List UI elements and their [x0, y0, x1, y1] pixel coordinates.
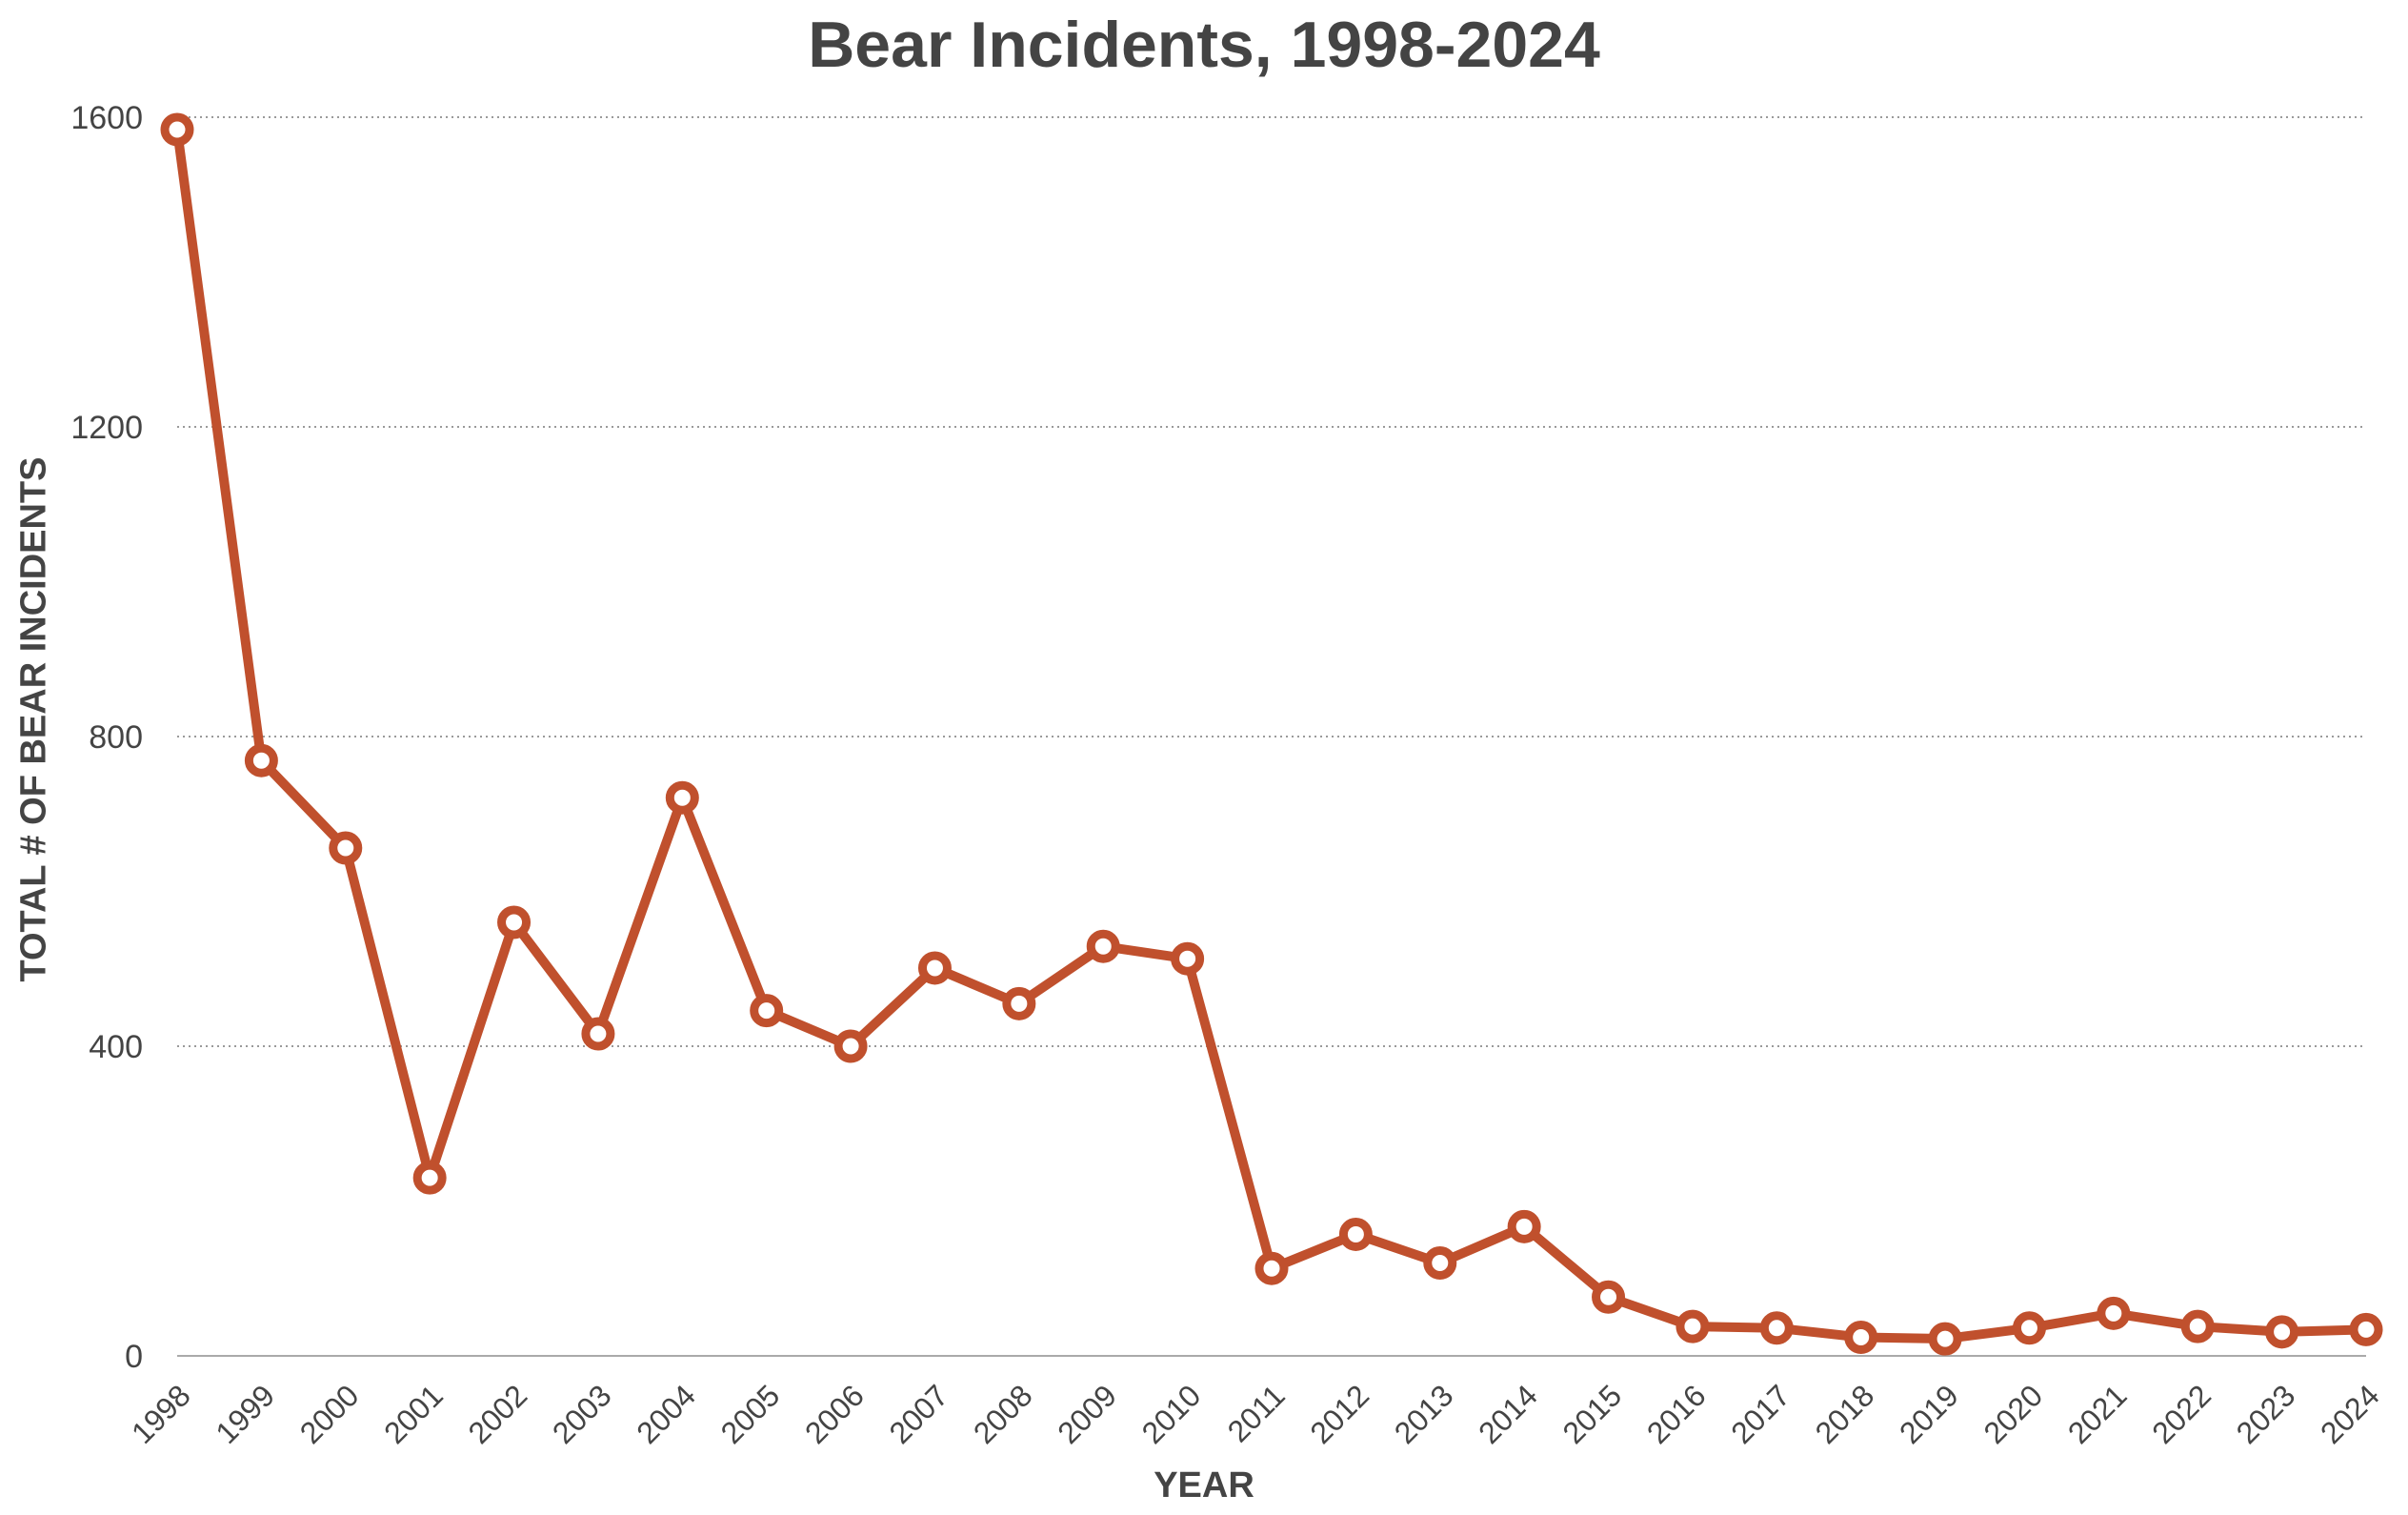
data-point: [1086, 929, 1120, 963]
data-point: [581, 1017, 615, 1051]
data-point: [1676, 1309, 1710, 1343]
x-tick-label: 2020: [1977, 1378, 2049, 1450]
x-tick-label: 1998: [125, 1378, 197, 1450]
y-tick-label: 1200: [70, 410, 143, 446]
y-tick-label: 800: [89, 719, 143, 756]
data-point: [2265, 1315, 2299, 1349]
data-point: [1844, 1321, 1878, 1354]
x-tick-label: 2016: [1640, 1378, 1713, 1450]
x-tick-label: 2013: [1388, 1378, 1460, 1450]
x-tick-label: 2000: [293, 1378, 366, 1450]
y-tick-label: 0: [125, 1339, 143, 1375]
data-point: [1002, 986, 1036, 1020]
x-tick-label: 2003: [546, 1378, 618, 1450]
x-tick-label: 2015: [1556, 1378, 1629, 1450]
data-point: [329, 831, 363, 865]
data-point: [665, 780, 699, 815]
x-tick-label: 2019: [1893, 1378, 1965, 1450]
chart-title: Bear Incidents, 1998-2024: [808, 9, 1600, 81]
x-tick-label: 2010: [1135, 1378, 1208, 1450]
data-point: [1423, 1246, 1457, 1280]
data-point: [244, 743, 278, 778]
x-tick-label: 1999: [209, 1378, 281, 1450]
data-point: [2012, 1311, 2046, 1345]
data-point: [2097, 1296, 2131, 1330]
x-tick-label: 2017: [1724, 1378, 1796, 1450]
x-tick-label: 2012: [1303, 1378, 1375, 1450]
data-point: [497, 905, 532, 939]
data-point: [1254, 1251, 1289, 1285]
data-point: [1171, 941, 1205, 976]
data-point: [412, 1161, 447, 1195]
data-point: [750, 994, 784, 1028]
x-tick-label: 2014: [1472, 1378, 1544, 1450]
data-point: [1592, 1280, 1626, 1314]
y-tick-label: 400: [89, 1029, 143, 1065]
x-tick-label: 2002: [462, 1378, 534, 1450]
x-tick-label: 2006: [798, 1378, 871, 1450]
x-tick-label: 2021: [2061, 1378, 2134, 1450]
x-tick-label: 2011: [1221, 1378, 1292, 1448]
data-point: [917, 951, 952, 985]
x-tick-label: 2009: [1051, 1378, 1123, 1450]
series-line: [172, 125, 2371, 1344]
x-tick-label: 2007: [882, 1378, 954, 1450]
data-point: [833, 1029, 868, 1063]
x-tick-label: 2023: [2230, 1378, 2302, 1450]
data-point: [2349, 1312, 2383, 1346]
y-axis-label: TOTAL # OF BEAR INCIDENTS: [13, 456, 54, 982]
x-axis-label: YEAR: [1154, 1465, 1254, 1505]
x-tick-label: 2018: [1809, 1378, 1881, 1450]
x-tick-label: 2004: [630, 1378, 702, 1450]
x-tick-label: 2008: [967, 1378, 1039, 1450]
data-point: [2180, 1309, 2215, 1343]
data-point: [1507, 1209, 1541, 1243]
data-point: [160, 112, 194, 147]
x-tick-label: 2022: [2145, 1378, 2217, 1450]
x-tick-label: 2001: [377, 1378, 450, 1450]
data-point: [1928, 1322, 1962, 1356]
data-point: [1759, 1311, 1794, 1345]
x-tick-label: 2005: [714, 1378, 787, 1450]
data-point: [1338, 1217, 1373, 1251]
x-tick-label: 2024: [2314, 1378, 2386, 1450]
y-tick-label: 1600: [70, 100, 143, 136]
